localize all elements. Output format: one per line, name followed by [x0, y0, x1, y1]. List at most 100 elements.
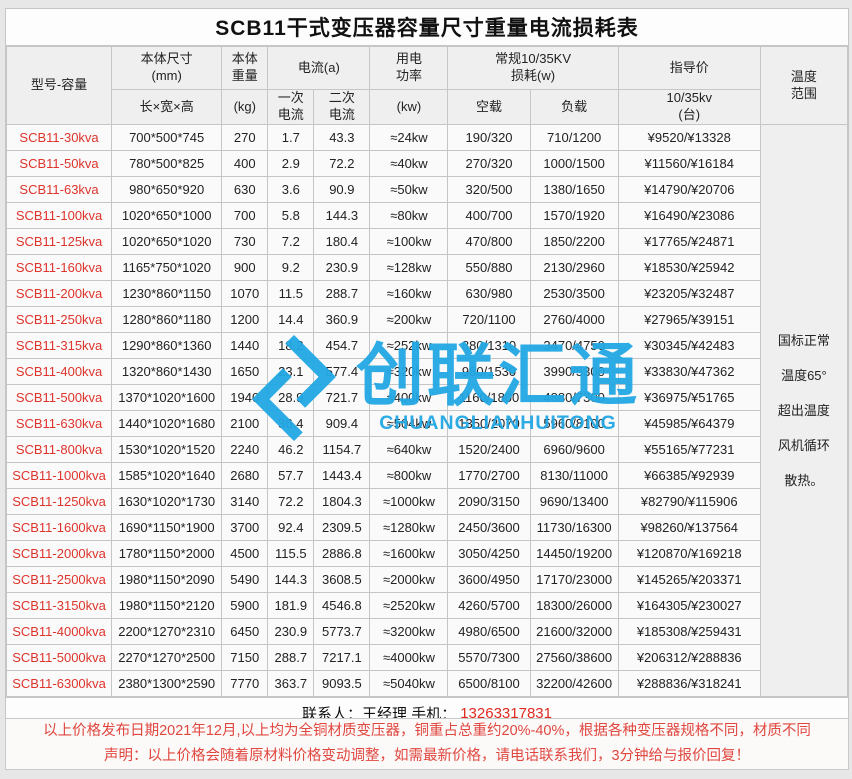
- model-cell: SCB11-5000kva: [5, 644, 113, 671]
- model-cell: SCB11-630kva: [5, 410, 113, 437]
- weight-cell: 400: [221, 150, 269, 177]
- noload-loss-cell: 4980/6500: [447, 618, 531, 645]
- size-cell: 2200*1270*2310: [111, 618, 223, 645]
- header-row-1: 型号-容量 本体尺寸 (mm) 本体 重量 电流(a) 用电 功率 常规10/3…: [5, 46, 849, 125]
- noload-loss-cell: 5570/7300: [447, 644, 531, 671]
- size-cell: 1280*860*1180: [111, 306, 223, 333]
- primary-current-cell: 46.2: [267, 436, 315, 463]
- secondary-current-cell: 180.4: [313, 228, 371, 255]
- col-header-size: 本体尺寸 (mm): [111, 46, 223, 90]
- price-cell: ¥145265/¥203371: [617, 566, 761, 593]
- col-header-power-unit: (kw): [369, 89, 449, 125]
- load-loss-cell: 17170/23000: [529, 566, 619, 593]
- secondary-current-cell: 4546.8: [313, 592, 371, 619]
- model-cell: SCB11-1600kva: [5, 514, 113, 541]
- primary-current-cell: 1.7: [267, 124, 315, 151]
- col-header-size-sub: 长×宽×高: [111, 89, 223, 125]
- price-cell: ¥66385/¥92939: [617, 462, 761, 489]
- secondary-current-cell: 3608.5: [313, 566, 371, 593]
- price-cell: ¥45985/¥64379: [617, 410, 761, 437]
- size-cell: 1585*1020*1640: [111, 462, 223, 489]
- col-header-current-group: 电流(a): [267, 46, 371, 90]
- table-row: SCB11-160kva 1165*750*1020 900 9.2 230.9…: [5, 254, 848, 281]
- table-header: 型号-容量 本体尺寸 (mm) 本体 重量 电流(a) 用电 功率 常规10/3…: [5, 46, 849, 125]
- load-loss-cell: 1850/2200: [529, 228, 619, 255]
- weight-cell: 2240: [221, 436, 269, 463]
- size-cell: 1020*650*1020: [111, 228, 223, 255]
- col-header-load: 负载: [529, 89, 619, 125]
- model-cell: SCB11-250kva: [5, 306, 113, 333]
- col-header-weight-unit: (kg): [221, 89, 269, 125]
- table-row: SCB11-500kva 1370*1020*1600 1940 28.9 72…: [5, 384, 848, 411]
- secondary-current-cell: 5773.7: [313, 618, 371, 645]
- size-cell: 780*500*825: [111, 150, 223, 177]
- size-cell: 1780*1150*2000: [111, 540, 223, 567]
- load-loss-cell: 1380/1650: [529, 176, 619, 203]
- power-cell: ≈320kw: [369, 358, 449, 385]
- col-header-current-primary: 一次 电流: [267, 89, 315, 125]
- load-loss-cell: 21600/32000: [529, 618, 619, 645]
- weight-cell: 700: [221, 202, 269, 229]
- table-row: SCB11-5000kva 2270*1270*2500 7150 288.7 …: [5, 644, 848, 671]
- primary-current-cell: 7.2: [267, 228, 315, 255]
- price-cell: ¥27965/¥39151: [617, 306, 761, 333]
- price-cell: ¥18530/¥25942: [617, 254, 761, 281]
- weight-cell: 7770: [221, 670, 269, 697]
- price-cell: ¥36975/¥51765: [617, 384, 761, 411]
- price-cell: ¥55165/¥77231: [617, 436, 761, 463]
- primary-current-cell: 363.7: [267, 670, 315, 697]
- spec-table: 型号-容量 本体尺寸 (mm) 本体 重量 电流(a) 用电 功率 常规10/3…: [5, 46, 849, 697]
- power-cell: ≈1600kw: [369, 540, 449, 567]
- table-body: SCB11-30kva 700*500*745 270 1.7 43.3 ≈24…: [5, 124, 849, 697]
- price-cell: ¥164305/¥230027: [617, 592, 761, 619]
- secondary-current-cell: 9093.5: [313, 670, 371, 697]
- model-cell: SCB11-100kva: [5, 202, 113, 229]
- price-cell: ¥17765/¥24871: [617, 228, 761, 255]
- table-row: SCB11-630kva 1440*1020*1680 2100 36.4 90…: [5, 410, 848, 437]
- power-cell: ≈1280kw: [369, 514, 449, 541]
- weight-cell: 730: [221, 228, 269, 255]
- header-row-2: 长×宽×高 (kg) 一次 电流 二次 电流 (kw) 空载 负载 10/35k…: [7, 89, 848, 125]
- primary-current-cell: 181.9: [267, 592, 315, 619]
- price-cell: ¥14790/¥20706: [617, 176, 761, 203]
- notice-line-2: 声明：以上价格会随着原材料价格变动调整，如需最新价格，请电话联系我们，3分钟给与…: [103, 748, 751, 764]
- noload-loss-cell: 720/1100: [447, 306, 531, 333]
- table-row: SCB11-50kva 780*500*825 400 2.9 72.2 ≈40…: [5, 150, 848, 177]
- power-cell: ≈800kw: [369, 462, 449, 489]
- load-loss-cell: 8130/11000: [529, 462, 619, 489]
- price-cell: ¥33830/¥47362: [617, 358, 761, 385]
- table-row: SCB11-1250kva 1630*1020*1730 3140 72.2 1…: [5, 488, 848, 515]
- load-loss-cell: 18300/26000: [529, 592, 619, 619]
- size-cell: 1980*1150*2120: [111, 592, 223, 619]
- load-loss-cell: 27560/38600: [529, 644, 619, 671]
- power-cell: ≈640kw: [369, 436, 449, 463]
- table-row: SCB11-3150kva 1980*1150*2120 5900 181.9 …: [5, 592, 848, 619]
- primary-current-cell: 57.7: [267, 462, 315, 489]
- power-cell: ≈40kw: [369, 150, 449, 177]
- price-cell: ¥288836/¥318241: [617, 670, 761, 697]
- price-cell: ¥206312/¥288836: [617, 644, 761, 671]
- primary-current-cell: 230.9: [267, 618, 315, 645]
- table-row: SCB11-4000kva 2200*1270*2310 6450 230.9 …: [5, 618, 848, 645]
- load-loss-cell: 3470/4750: [529, 332, 619, 359]
- secondary-current-cell: 144.3: [313, 202, 371, 229]
- primary-current-cell: 72.2: [267, 488, 315, 515]
- col-header-power: 用电 功率: [369, 46, 449, 90]
- secondary-current-cell: 577.4: [313, 358, 371, 385]
- secondary-current-cell: 2309.5: [313, 514, 371, 541]
- col-header-loss-group: 常规10/35KV 损耗(w): [447, 46, 619, 90]
- weight-cell: 3700: [221, 514, 269, 541]
- load-loss-cell: 1570/1920: [529, 202, 619, 229]
- price-cell: ¥30345/¥42483: [617, 332, 761, 359]
- model-cell: SCB11-4000kva: [5, 618, 113, 645]
- model-cell: SCB11-1000kva: [5, 462, 113, 489]
- price-notice: 以上价格发布日期2021年12月,以上均为全铜材质变压器，铜重占总重约20%-4…: [5, 718, 849, 770]
- power-cell: ≈50kw: [369, 176, 449, 203]
- noload-loss-cell: 1770/2700: [447, 462, 531, 489]
- secondary-current-cell: 288.7: [313, 280, 371, 307]
- primary-current-cell: 36.4: [267, 410, 315, 437]
- model-cell: SCB11-160kva: [5, 254, 113, 281]
- primary-current-cell: 3.6: [267, 176, 315, 203]
- noload-loss-cell: 630/980: [447, 280, 531, 307]
